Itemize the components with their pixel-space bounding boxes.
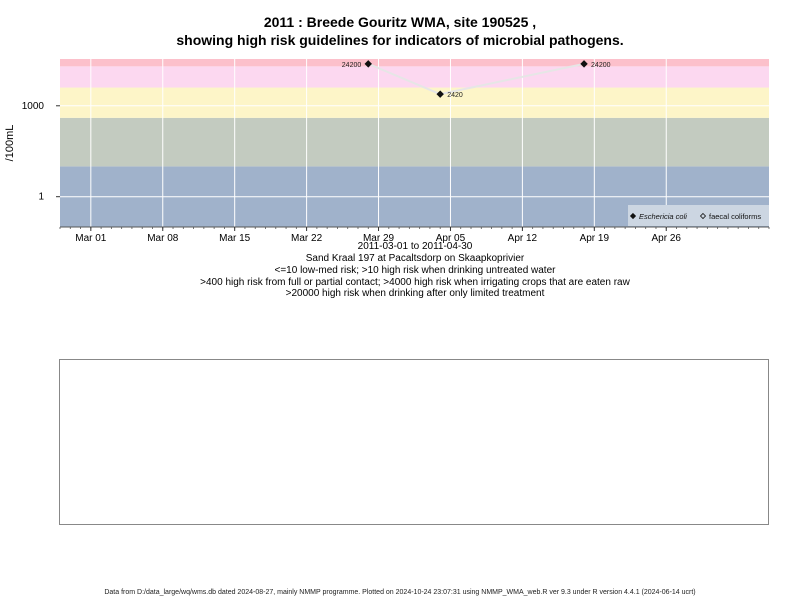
- data-label: 24200: [342, 62, 362, 69]
- y-tick-label: 1: [38, 192, 44, 203]
- data-label: 24200: [591, 62, 611, 69]
- risk-band: [60, 59, 769, 67]
- legend-box: [628, 205, 769, 226]
- gridlines: [60, 59, 769, 227]
- data-point: [580, 60, 588, 68]
- x-tick-label: Mar 01: [75, 233, 107, 244]
- risk-band: [60, 66, 769, 88]
- legend: Eschericia coli faecal coliforms: [628, 205, 769, 226]
- date-range-label: 2011-03-01 to 2011-04-30: [357, 241, 473, 252]
- legend-label: faecal coliforms: [709, 212, 761, 221]
- x-tick-label: Apr 26: [652, 233, 682, 244]
- chart-title-line2: showing high risk guidelines for indicat…: [176, 32, 624, 48]
- site-name-label: Sand Kraal 197 at Pacaltsdorp on Skaapko…: [305, 253, 525, 264]
- empty-plot-panel: [59, 359, 769, 525]
- risk-band: [60, 117, 769, 167]
- data-label: 2420: [447, 92, 463, 99]
- risk-note-2: >400 high risk from full or partial cont…: [200, 277, 630, 288]
- x-tick-label: Apr 12: [508, 233, 538, 244]
- y-axis: 1 1000/100mL: [4, 101, 60, 203]
- y-tick-label: 1000: [22, 101, 45, 112]
- risk-note-3: >20000 high risk when drinking after onl…: [285, 288, 545, 299]
- risk-bands: [60, 59, 769, 227]
- y-axis-label: /100mL: [4, 125, 16, 162]
- footer-text: Data from D:/data_large/wq/wms.db dated …: [104, 589, 696, 596]
- legend-label: Eschericia coli: [639, 212, 687, 221]
- legend-marker: [629, 212, 637, 220]
- x-tick-label: Apr 05: [436, 233, 466, 244]
- x-axis: Mar 01 Mar 08 Mar 15 Mar 22 Mar 29 Apr 05 Apr …: [59, 226, 770, 244]
- x-tick-label: Mar 15: [219, 233, 251, 244]
- risk-note-1: <=10 low-med risk; >10 high risk when dr…: [274, 265, 556, 276]
- chart-title-line1: 2011 : Breede Gouritz WMA, site 190525 ,: [263, 14, 537, 30]
- x-tick-label: Mar 22: [291, 233, 323, 244]
- x-tick-label: Mar 29: [363, 233, 395, 244]
- legend-marker: [699, 212, 707, 220]
- data-point: [364, 60, 372, 68]
- risk-band: [60, 87, 769, 118]
- data-point: [436, 90, 444, 98]
- data-points: 24200 2420 24200: [342, 60, 611, 99]
- x-tick-label: Apr 19: [580, 233, 610, 244]
- x-tick-label: Mar 08: [147, 233, 179, 244]
